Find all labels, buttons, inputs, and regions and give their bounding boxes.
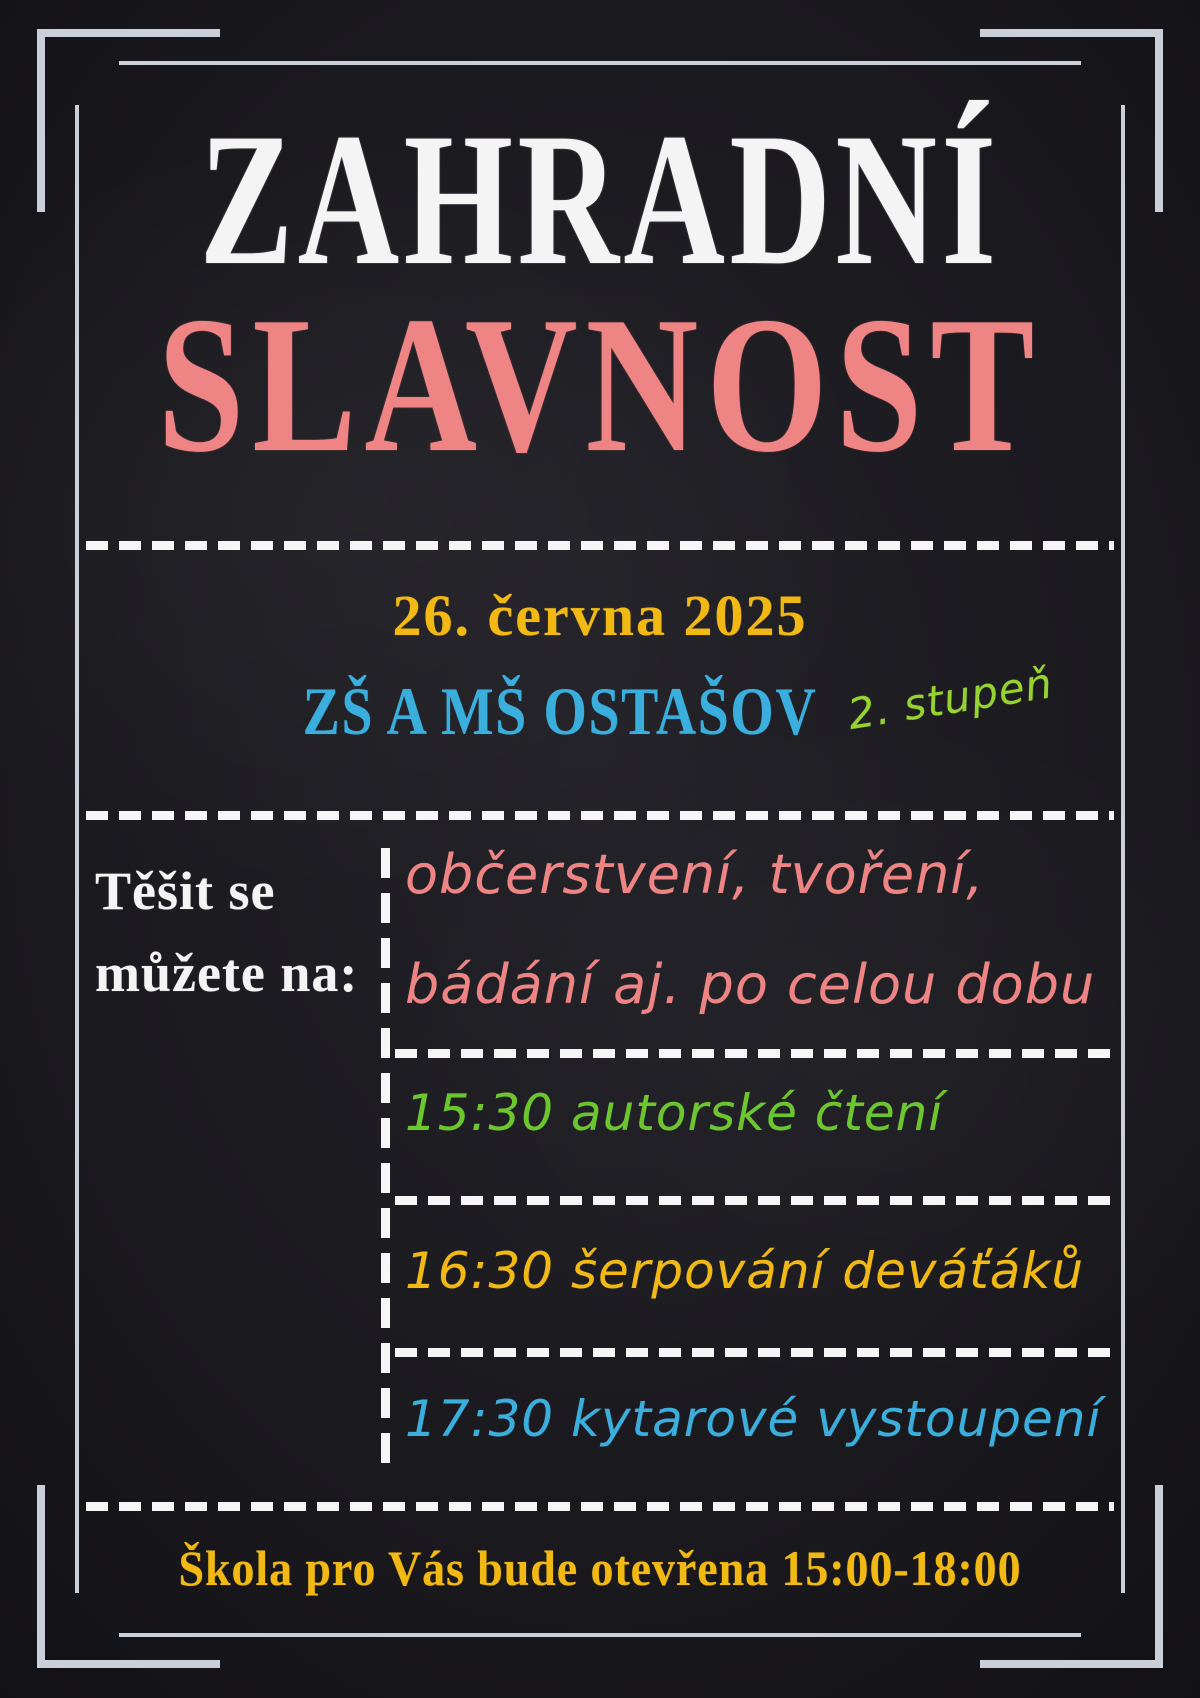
frame-corner-bottom-right bbox=[980, 1485, 1163, 1668]
frame-corner-top-left bbox=[37, 29, 220, 212]
poster-title-line1: ZAHRADNÍ bbox=[199, 95, 1001, 305]
event-date: 26. června 2025 bbox=[392, 583, 808, 648]
inner-frame-bottom-line bbox=[119, 1633, 1081, 1637]
schedule-all-day-line1: občerstvení, tvoření, bbox=[405, 843, 985, 906]
inner-frame-top-line bbox=[119, 61, 1081, 65]
dashed-divider-bottom bbox=[86, 1502, 1114, 1511]
dashed-divider-vertical bbox=[381, 848, 390, 1464]
dashed-divider-top bbox=[86, 541, 1114, 550]
inner-frame-left-line bbox=[75, 105, 79, 1593]
dashed-divider-row1 bbox=[395, 1049, 1114, 1058]
opening-hours-note: Škola pro Vás bude otevřena 15:00-18:00 bbox=[178, 1540, 1022, 1596]
frame-corner-top-right bbox=[980, 29, 1163, 212]
frame-corner-bottom-left bbox=[37, 1485, 220, 1668]
event-school-name: ZŠ A MŠ OSTAŠOV bbox=[302, 673, 818, 749]
schedule-item: 15:30 autorské čtení bbox=[405, 1084, 944, 1142]
schedule-item: 17:30 kytarové vystoupení bbox=[405, 1390, 1102, 1448]
schedule-item: 16:30 šerpování deváťáků bbox=[405, 1242, 1085, 1300]
lead-in-line1: Těšit se bbox=[95, 861, 276, 921]
poster-title-line2: SLAVNOST bbox=[157, 277, 1043, 493]
inner-frame-right-line bbox=[1121, 105, 1125, 1593]
lead-in-line2: můžete na: bbox=[95, 943, 359, 1003]
dashed-divider-row3 bbox=[395, 1348, 1114, 1357]
dashed-divider-row2 bbox=[395, 1196, 1114, 1205]
dashed-divider-schedule-top bbox=[86, 811, 1114, 820]
schedule-all-day-line2: bádání aj. po celou dobu bbox=[405, 953, 1096, 1016]
